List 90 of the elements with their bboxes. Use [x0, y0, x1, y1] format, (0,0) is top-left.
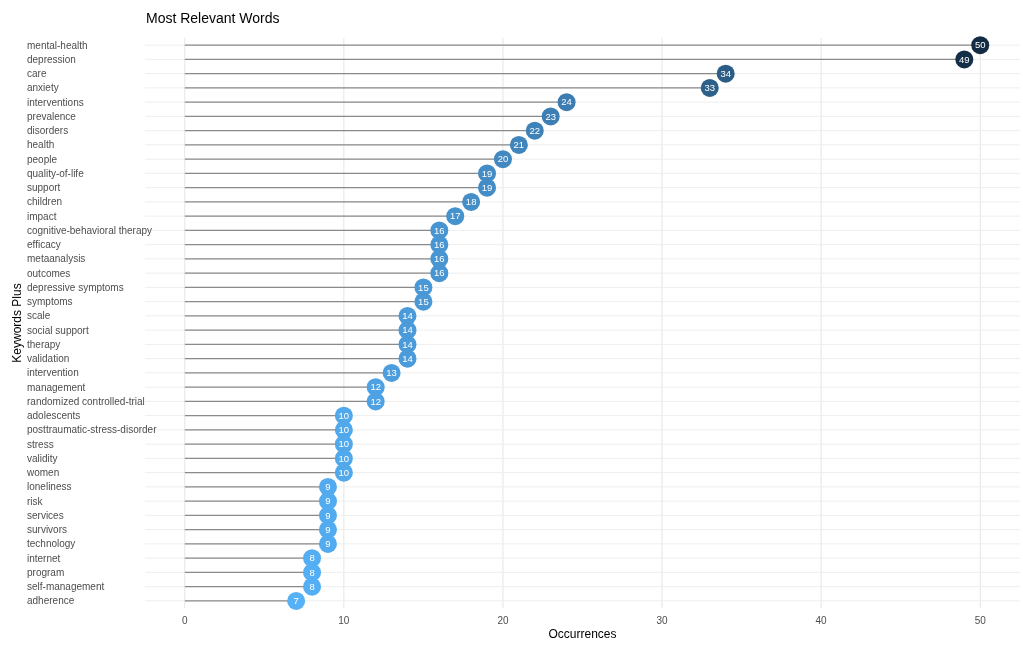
data-label: 10: [338, 409, 350, 421]
y-tick-label: people: [27, 153, 58, 165]
data-label: 20: [497, 153, 509, 165]
data-label: 10: [338, 438, 350, 450]
y-axis-title: Keywords Plus: [10, 283, 24, 363]
x-tick-label: 30: [656, 615, 669, 626]
y-tick-label: intervention: [27, 367, 79, 379]
y-tick-label: interventions: [27, 96, 84, 108]
data-label: 34: [720, 67, 731, 79]
x-axis-title: Occurrences: [548, 627, 617, 641]
y-tick-label: survivors: [27, 524, 68, 536]
y-tick-label: therapy: [27, 338, 61, 350]
y-tick-label: symptoms: [27, 296, 73, 308]
x-tick-label: 10: [338, 615, 350, 626]
data-label: 24: [561, 96, 572, 108]
y-tick-label: mental-health: [27, 39, 88, 51]
data-label: 15: [418, 281, 429, 293]
data-label: 9: [325, 509, 331, 521]
y-tick-label: children: [27, 196, 63, 208]
data-label: 18: [465, 196, 477, 208]
data-label: 22: [529, 124, 541, 136]
data-label: 49: [959, 53, 970, 65]
y-tick-label: technology: [27, 538, 76, 550]
y-tick-label: prevalence: [27, 110, 77, 122]
x-tick-label: 20: [497, 615, 509, 626]
data-label: 21: [513, 139, 525, 151]
y-tick-label: impact: [27, 210, 57, 222]
data-label: 14: [402, 324, 413, 336]
y-tick-label: quality-of-life: [27, 167, 85, 179]
y-tick-label: validity: [27, 452, 58, 464]
data-label: 7: [293, 595, 299, 607]
data-label: 13: [386, 367, 397, 379]
data-label: 12: [370, 395, 381, 407]
data-label: 9: [325, 523, 331, 535]
data-label: 10: [338, 452, 350, 464]
y-tick-label: self-management: [27, 581, 105, 593]
y-tick-label: stress: [27, 438, 54, 450]
y-tick-label: management: [27, 381, 86, 393]
y-tick-label: loneliness: [27, 481, 72, 493]
y-tick-label: women: [26, 467, 60, 479]
chart-title: Most Relevant Words: [146, 10, 280, 26]
data-label: 9: [325, 495, 331, 507]
data-label: 10: [338, 424, 350, 436]
y-tick-label: anxiety: [27, 82, 59, 94]
data-label: 14: [402, 310, 413, 322]
data-label: 8: [309, 552, 315, 564]
data-label: 12: [370, 381, 381, 393]
y-tick-label: metaanalysis: [27, 253, 86, 265]
y-tick-label: care: [27, 68, 47, 80]
y-tick-label: social support: [27, 324, 89, 336]
data-label: 16: [434, 238, 445, 250]
y-tick-label: internet: [27, 552, 61, 564]
y-tick-label: posttraumatic-stress-disorder: [27, 424, 158, 436]
data-label: 14: [402, 338, 413, 350]
data-label: 19: [481, 181, 493, 193]
y-tick-label: depressive symptoms: [27, 281, 124, 293]
y-tick-label: disorders: [27, 125, 69, 137]
data-label: 14: [402, 352, 413, 364]
x-tick-label: 40: [815, 615, 828, 626]
x-tick-label: 0: [181, 615, 188, 626]
data-label: 9: [325, 538, 331, 550]
y-tick-label: adherence: [27, 595, 75, 607]
y-tick-label: health: [27, 139, 55, 151]
data-label: 23: [545, 110, 556, 122]
y-tick-label: depression: [27, 53, 76, 65]
data-label: 16: [434, 253, 445, 265]
data-label: 16: [434, 267, 445, 279]
data-label: 10: [338, 466, 350, 478]
y-tick-label: outcomes: [27, 267, 71, 279]
y-tick-label: risk: [27, 495, 44, 507]
point: [287, 591, 306, 610]
y-tick-label: validation: [27, 353, 70, 365]
y-tick-label: efficacy: [27, 239, 61, 251]
data-label: 33: [704, 82, 716, 94]
data-label: 8: [309, 580, 315, 592]
y-tick-label: scale: [27, 310, 51, 322]
x-tick-label: 50: [974, 615, 987, 626]
data-label: 15: [418, 295, 429, 307]
data-label: 9: [325, 481, 331, 493]
data-label: 17: [449, 210, 461, 222]
y-tick-label: program: [27, 566, 65, 578]
data-label: 19: [481, 167, 493, 179]
data-label: 16: [434, 224, 445, 236]
y-tick-label: randomized controlled-trial: [27, 395, 145, 407]
y-tick-label: support: [27, 182, 61, 194]
y-tick-label: adolescents: [27, 410, 81, 422]
data-label: 50: [974, 39, 986, 51]
y-tick-label: cognitive-behavioral therapy: [27, 224, 153, 236]
y-tick-label: services: [27, 509, 64, 521]
data-label: 8: [309, 566, 315, 578]
